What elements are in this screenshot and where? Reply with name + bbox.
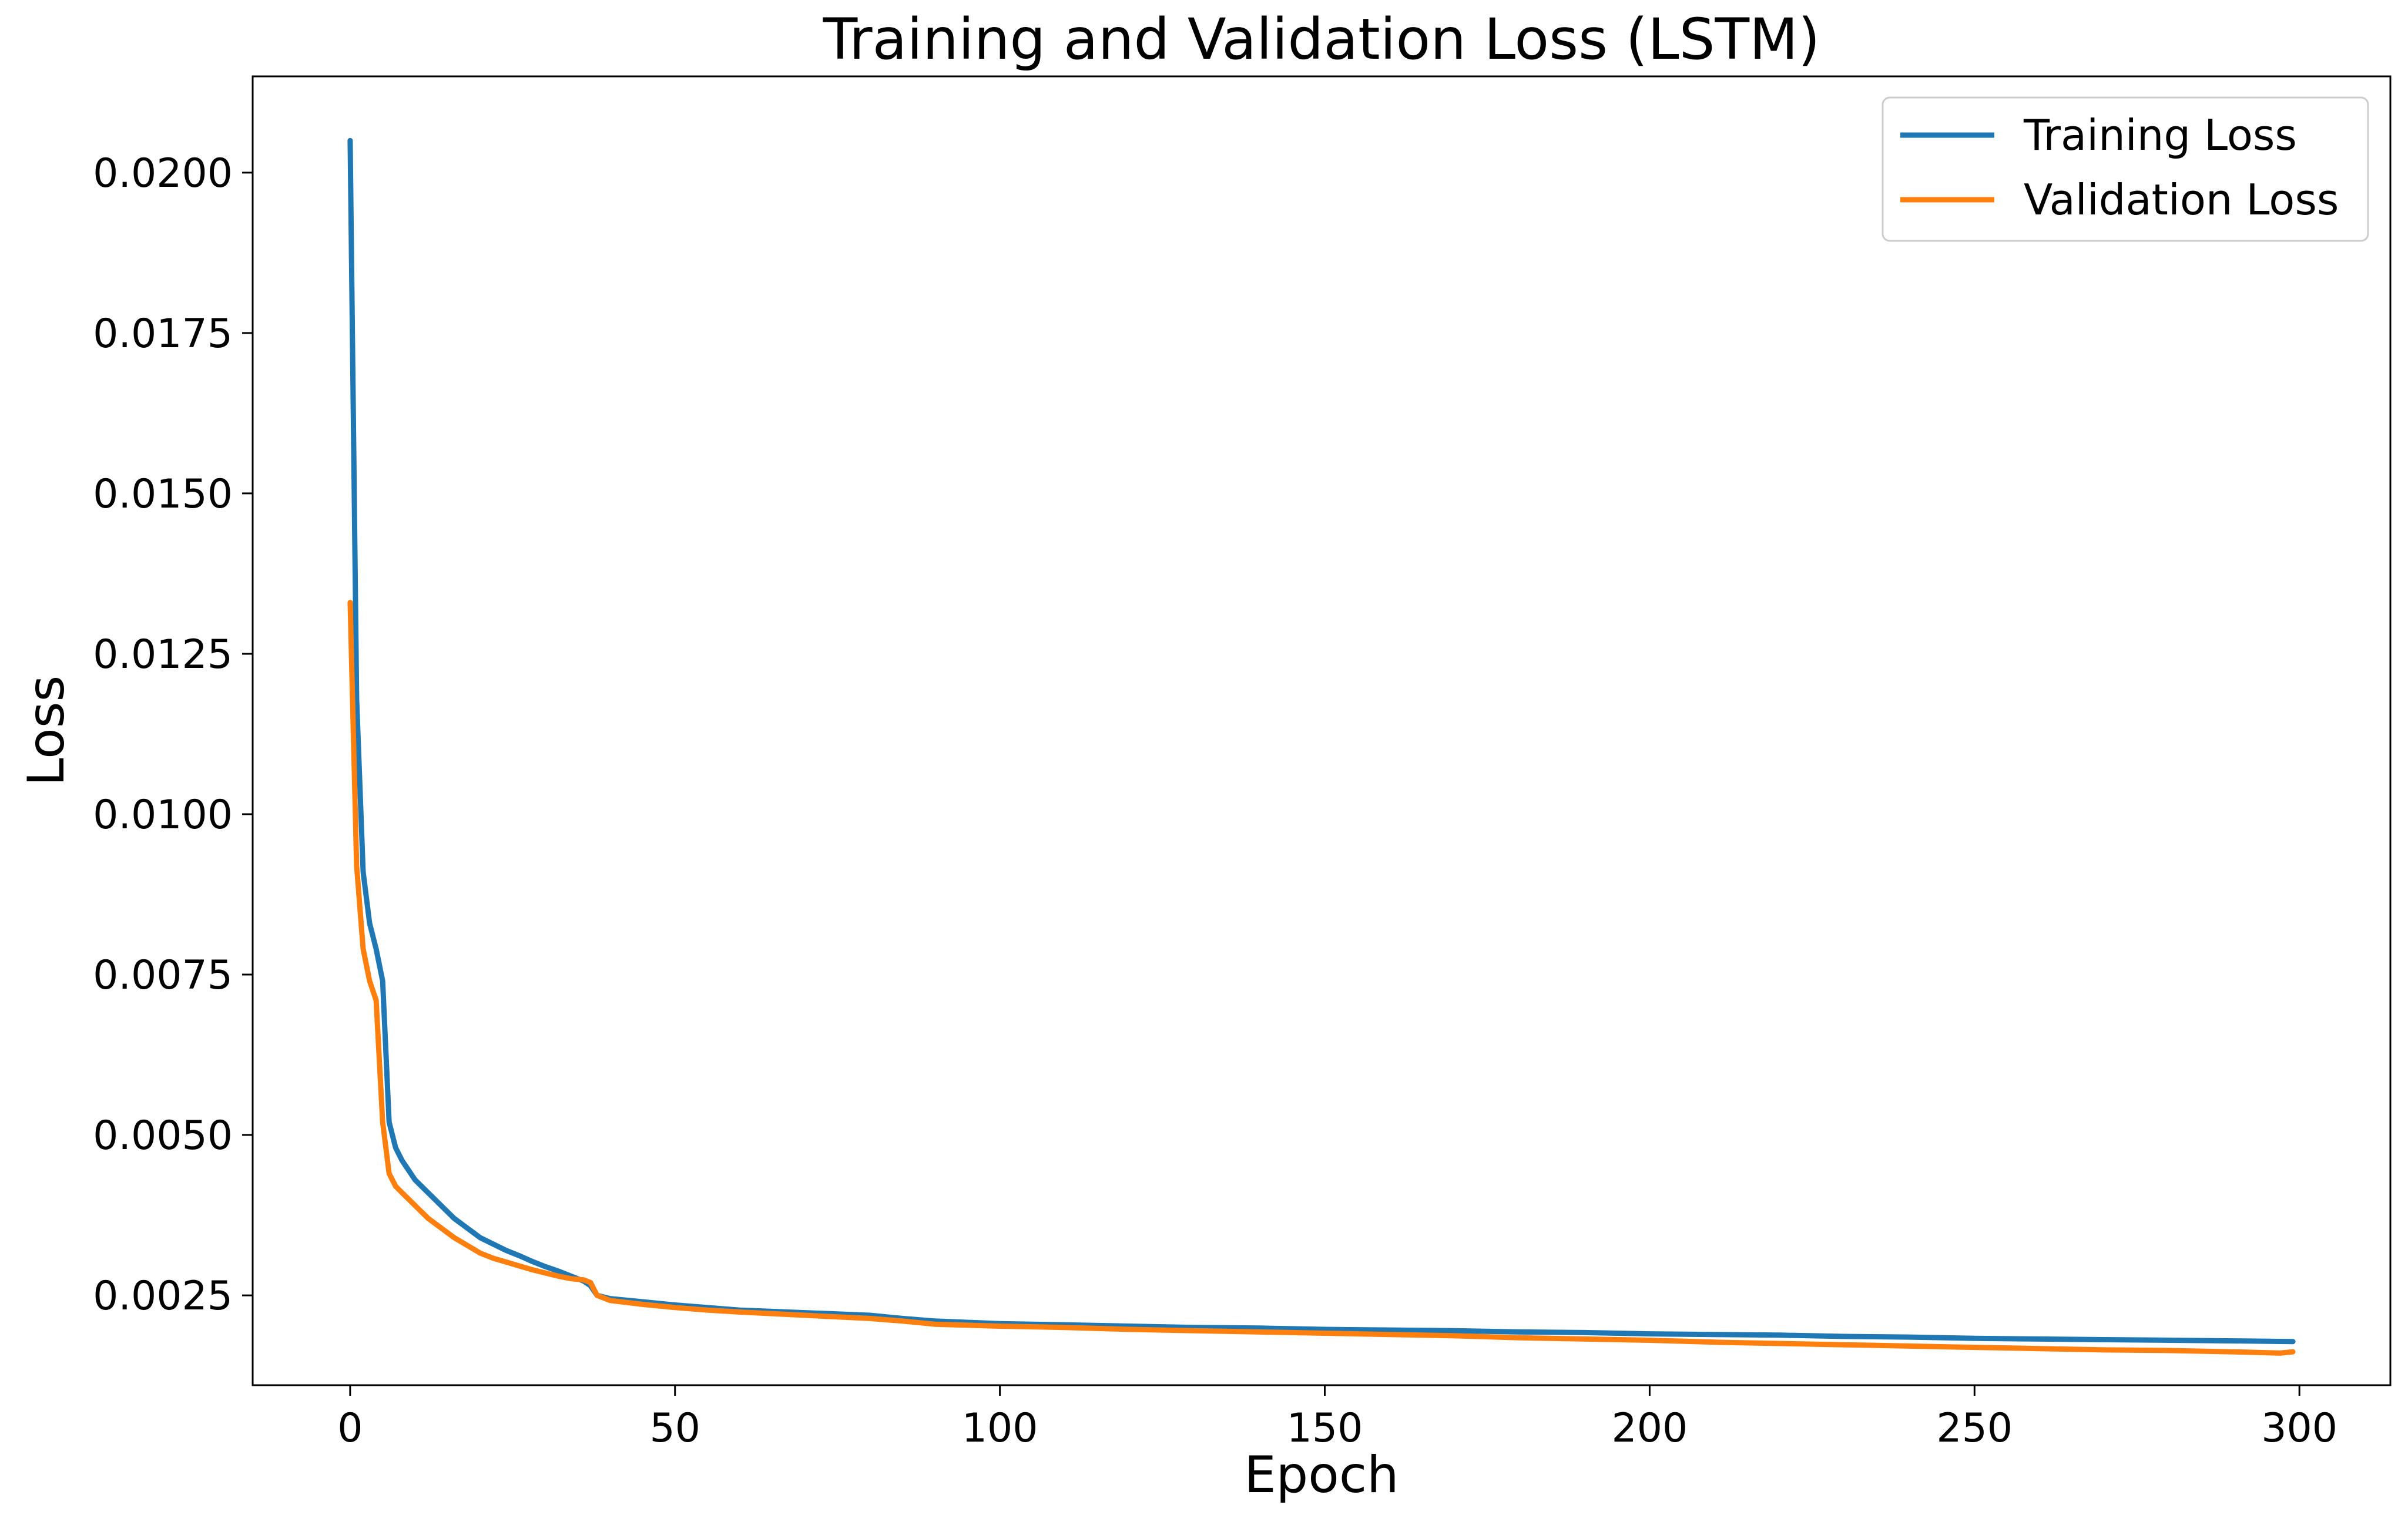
y-tick-label: 0.0125 xyxy=(93,632,233,678)
x-tick-label: 200 xyxy=(1612,1405,1688,1452)
x-tick-label: 250 xyxy=(1936,1405,2013,1452)
legend-entries: Training Loss Validation Loss xyxy=(1900,110,2339,224)
y-axis-label: Loss xyxy=(17,676,76,787)
legend-label-validation-loss: Validation Loss xyxy=(2024,175,2339,224)
legend-box xyxy=(1882,96,2369,242)
y-axis: 0.0025 0.0050 0.0075 0.0100 0.0125 0.0150 0.01… xyxy=(93,150,253,1319)
chart-title: Training and Validation Loss (LSTM) xyxy=(823,6,1820,72)
series-layer xyxy=(347,137,2296,1356)
y-tick-label: 0.0025 xyxy=(93,1273,233,1319)
y-tick-label: 0.0200 xyxy=(93,150,233,197)
validation-loss-line xyxy=(347,600,2296,1356)
x-tick-label: 50 xyxy=(649,1405,700,1452)
x-tick-label: 150 xyxy=(1287,1405,1363,1452)
y-tick-label: 0.0075 xyxy=(93,952,233,999)
legend: Training Loss Validation Loss xyxy=(1882,96,2369,242)
x-tick-label: 0 xyxy=(337,1405,363,1452)
plot-area xyxy=(251,75,2392,1386)
x-tick-label: 100 xyxy=(962,1405,1038,1452)
x-axis: 0 50 100 150 200 250 300 xyxy=(337,1385,2337,1452)
x-axis-label: Epoch xyxy=(1244,1446,1398,1504)
x-tick-label: 300 xyxy=(2261,1405,2337,1452)
legend-label-training-loss: Training Loss xyxy=(2023,110,2297,160)
y-tick-label: 0.0050 xyxy=(93,1113,233,1159)
plot-frame xyxy=(251,75,2392,1386)
y-tick-label: 0.0150 xyxy=(93,471,233,518)
y-tick-label: 0.0175 xyxy=(93,311,233,357)
y-tick-label: 0.0100 xyxy=(93,792,233,838)
